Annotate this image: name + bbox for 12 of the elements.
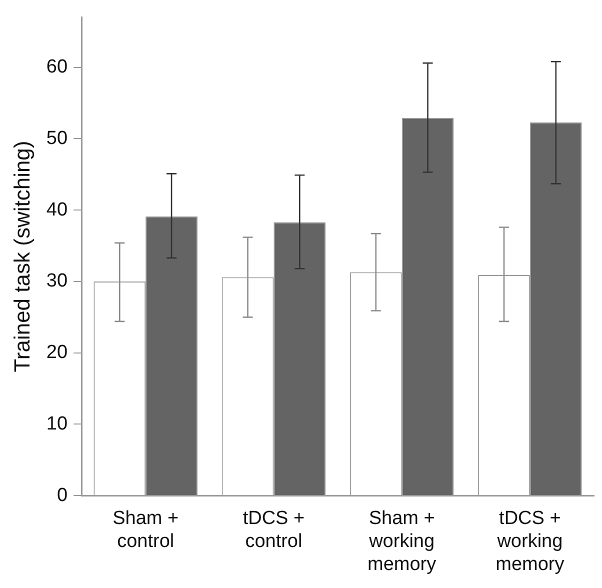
y-tick-label: 30 [46, 270, 68, 292]
x-tick-label: Sham + control [112, 508, 179, 552]
y-tick-label: 60 [46, 56, 68, 78]
y-axis-title: Trained task (switching) [9, 140, 34, 372]
x-tick-label: tDCS + working memory [496, 508, 565, 575]
y-tick-label: 50 [46, 128, 68, 149]
y-tick-label: 40 [46, 199, 68, 220]
y-tick-label: 20 [46, 342, 68, 364]
x-tick-label: tDCS + control [242, 508, 305, 552]
y-tick-label: 0 [56, 484, 68, 506]
y-tick-label: 10 [46, 413, 68, 434]
x-tick-label: Sham + working memory [368, 508, 437, 575]
